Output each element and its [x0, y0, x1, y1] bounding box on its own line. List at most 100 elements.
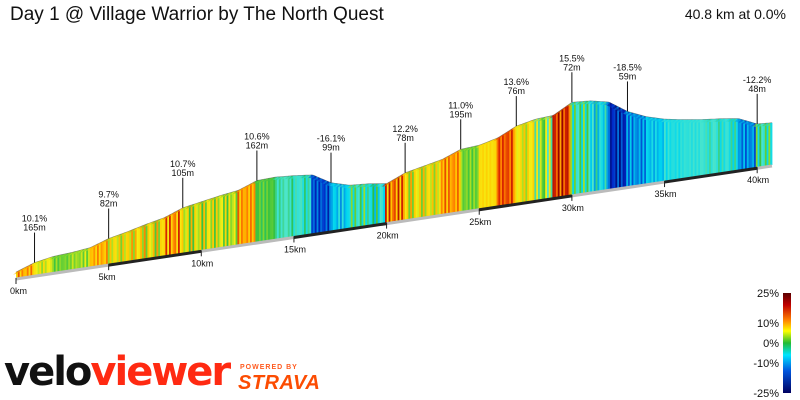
- gradient-strip: [503, 132, 506, 206]
- gradient-strip: [129, 230, 132, 262]
- strip-side-face: [45, 257, 51, 262]
- gradient-strip: [88, 247, 91, 268]
- strip-side-face: [79, 249, 85, 253]
- annotation-length: 195m: [449, 109, 472, 119]
- gradient-strip: [66, 253, 69, 271]
- gradient-strip: [530, 120, 533, 202]
- strip-side-face: [333, 183, 339, 187]
- strip-side-face: [225, 192, 231, 197]
- gradient-strip: [649, 117, 652, 184]
- strip-side-face: [691, 119, 697, 123]
- strip-side-face: [693, 119, 699, 123]
- strip-side-face: [734, 118, 740, 122]
- annotation-grade: 10.7%: [170, 159, 196, 169]
- gradient-strip: [35, 261, 38, 276]
- gradient-strip: [104, 239, 107, 265]
- gradient-strip: [606, 101, 609, 190]
- legend-colorbar: [783, 293, 791, 393]
- gradient-strip: [244, 186, 247, 244]
- strip-side-face: [533, 118, 539, 123]
- strip-side-face: [677, 119, 683, 123]
- gradient-strip: [151, 221, 154, 258]
- gradient-strip: [664, 119, 667, 182]
- strip-side-face: [378, 183, 384, 187]
- gradient-strip: [293, 175, 296, 237]
- strip-side-face: [470, 146, 476, 150]
- strip-side-face: [621, 109, 627, 114]
- gradient-strip: [219, 195, 222, 248]
- gradient-strip: [473, 146, 476, 210]
- gradient-strip: [242, 186, 245, 245]
- gradient-strip: [752, 122, 755, 168]
- gradient-strip: [307, 174, 310, 235]
- gradient-strip: [361, 184, 364, 227]
- strip-side-face: [666, 119, 672, 123]
- gradient-strip: [228, 192, 231, 247]
- strip-side-face: [353, 184, 359, 188]
- chart-title: Day 1 @ Village Warrior by The North Que…: [10, 4, 384, 25]
- gradient-strip: [462, 148, 465, 212]
- gradient-strip: [624, 109, 627, 188]
- gradient-strip: [187, 205, 190, 253]
- gradient-strip: [280, 176, 283, 239]
- gradient-strip: [457, 150, 460, 213]
- gradient-strip: [385, 183, 388, 223]
- axis-tick-label: 10km: [191, 258, 213, 268]
- gradient-strip: [131, 229, 134, 261]
- gradient-strip: [431, 162, 434, 216]
- gradient-strip: [257, 180, 260, 242]
- strip-side-face: [355, 184, 361, 188]
- strip-side-face: [535, 118, 541, 122]
- strip-side-face: [56, 254, 62, 259]
- annotation-length: 59m: [619, 71, 637, 81]
- strip-side-face: [270, 177, 276, 181]
- strip-side-face: [380, 183, 386, 187]
- gradient-strip: [73, 251, 76, 270]
- gradient-strip: [766, 122, 769, 166]
- gradient-strip: [181, 207, 184, 254]
- strip-side-face: [616, 107, 622, 112]
- gradient-strip: [539, 117, 542, 200]
- gradient-strip: [232, 191, 235, 246]
- gradient-strip: [314, 175, 317, 234]
- annotation-length: 99m: [322, 143, 340, 153]
- gradient-strip: [746, 120, 749, 169]
- strip-side-face: [463, 147, 469, 152]
- gradient-strip: [273, 177, 276, 240]
- strip-side-face: [727, 118, 733, 122]
- gradient-strip: [480, 144, 483, 209]
- annotation-grade: -18.5%: [613, 62, 642, 72]
- axis-tick-label: 40km: [747, 175, 769, 185]
- strip-side-face: [284, 175, 290, 180]
- strip-side-face: [706, 119, 712, 123]
- gradient-strip: [563, 107, 566, 197]
- gradient-strip: [557, 110, 560, 198]
- strip-side-face: [743, 120, 749, 125]
- gradient-strip: [161, 217, 164, 257]
- strip-side-face: [736, 118, 742, 123]
- strip-side-face: [304, 174, 310, 179]
- gradient-strip: [406, 171, 409, 220]
- strip-side-face: [74, 250, 80, 254]
- strip-side-face: [320, 179, 326, 184]
- strip-side-face: [716, 118, 722, 122]
- strip-side-face: [351, 184, 357, 188]
- gradient-strip: [644, 116, 647, 185]
- annotation-grade: 13.6%: [504, 77, 530, 87]
- gradient-strip: [289, 175, 292, 238]
- gradient-strip: [730, 118, 733, 172]
- strip-side-face: [740, 119, 746, 124]
- gradient-strip: [601, 101, 604, 191]
- strip-side-face: [344, 184, 350, 189]
- gradient-strip: [327, 181, 330, 232]
- gradient-strip: [376, 183, 379, 225]
- gradient-strip: [343, 184, 346, 230]
- strip-side-face: [376, 183, 382, 187]
- gradient-strip: [208, 198, 211, 250]
- gradient-strip: [199, 201, 202, 251]
- gradient-strip: [298, 175, 301, 236]
- gradient-strip: [629, 112, 632, 187]
- strip-side-face: [59, 253, 65, 258]
- strip-side-face: [317, 178, 323, 182]
- gradient-strip: [419, 167, 422, 218]
